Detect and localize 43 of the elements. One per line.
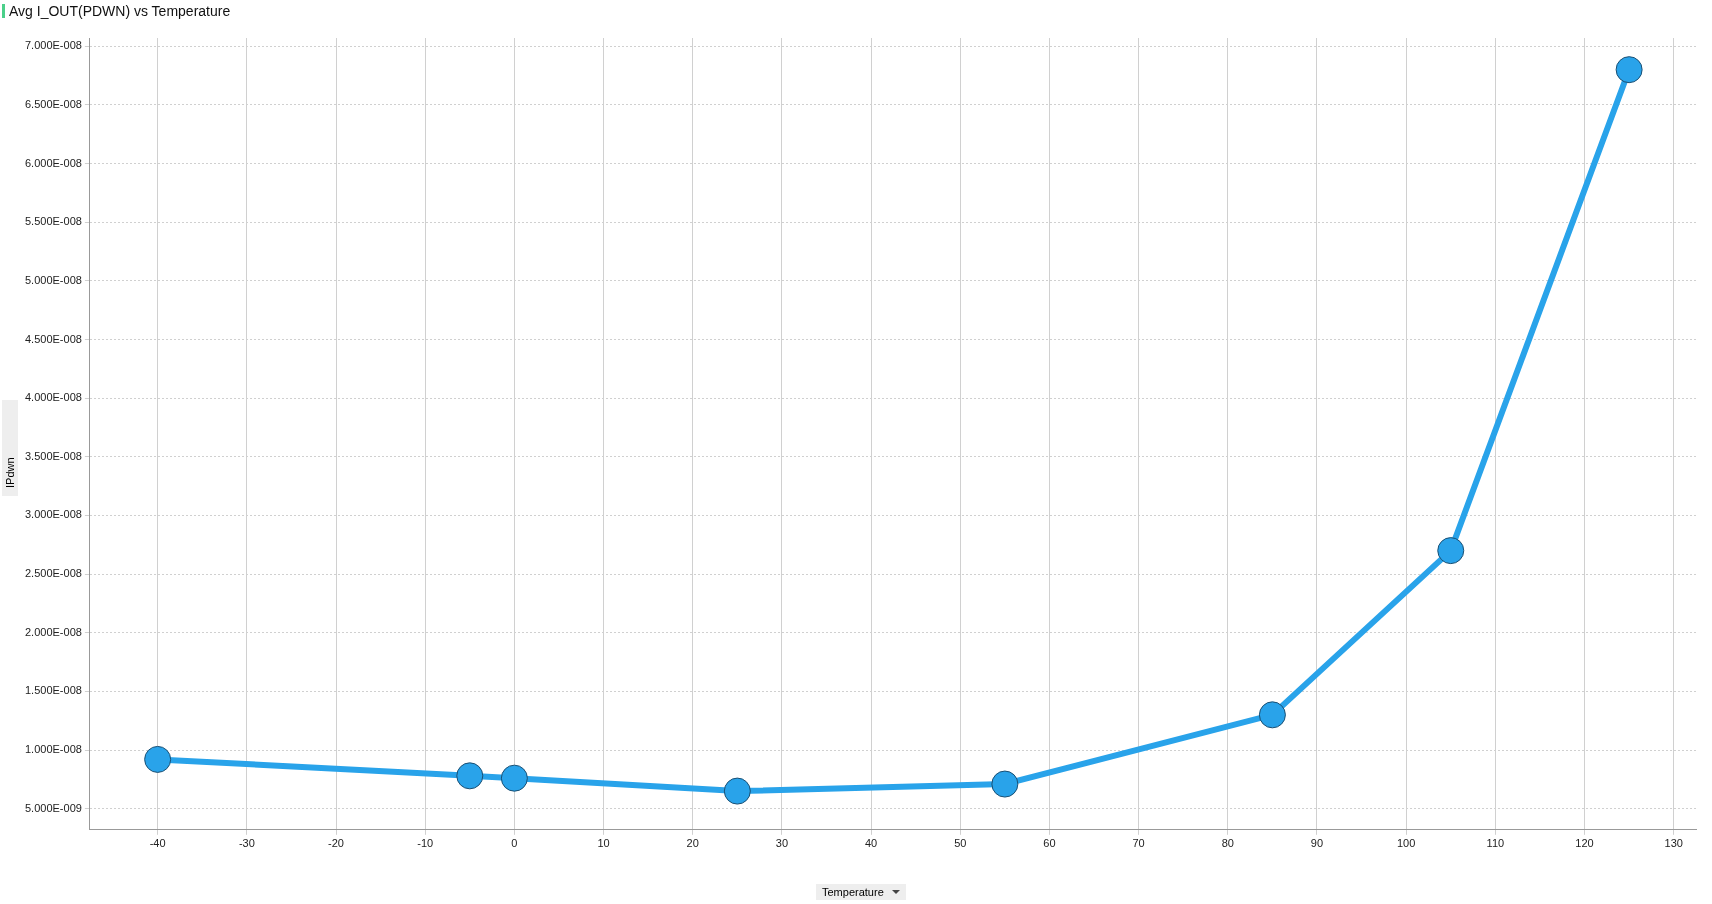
x-tick-label: 100 — [1396, 837, 1416, 850]
point — [991, 770, 1019, 798]
x-tick-label: 120 — [1575, 837, 1594, 850]
y-tick-label: 1.500E-008 — [24, 684, 82, 697]
x-tick-label: 80 — [1221, 837, 1234, 850]
y-tick-label: 5.500E-008 — [24, 215, 82, 228]
x-tick-label: 0 — [511, 837, 518, 850]
point — [500, 764, 528, 792]
x-axis-title: Temperature — [822, 886, 884, 898]
y-tick-label: 3.500E-008 — [24, 449, 82, 462]
x-tick-label: -20 — [328, 837, 344, 850]
chart-title: Avg I_OUT(PDWN) vs Temperature — [9, 3, 231, 19]
point — [1615, 56, 1643, 84]
x-tick-label: 20 — [686, 837, 699, 850]
point — [1437, 537, 1465, 565]
y-axis-title: IPdwn — [4, 457, 16, 488]
x-tick-label: -40 — [149, 837, 166, 850]
point — [456, 762, 484, 790]
x-tick-label: 40 — [864, 837, 878, 850]
y-tick-label: 1.000E-008 — [24, 743, 82, 756]
y-tick-label: 2.500E-008 — [24, 567, 82, 580]
x-tick-label: 90 — [1310, 837, 1324, 850]
y-tick-label: 4.500E-008 — [24, 332, 82, 345]
point — [1258, 701, 1286, 729]
x-tick-label: -10 — [417, 837, 434, 850]
x-tick-label: 30 — [775, 837, 789, 850]
x-tick-label: 130 — [1664, 837, 1683, 850]
y-tick-label: 3.000E-008 — [24, 508, 82, 521]
x-tick-label: 10 — [597, 837, 610, 850]
x-tick-label: 50 — [954, 837, 967, 850]
point — [144, 745, 172, 773]
x-tick-label: 60 — [1043, 837, 1056, 850]
x-tick-label: 70 — [1132, 837, 1145, 850]
y-tick-label: 2.000E-008 — [24, 625, 82, 638]
x-tick-label: 110 — [1486, 837, 1505, 850]
y-tick-label: 5.000E-009 — [24, 801, 82, 814]
y-tick-label: 4.000E-008 — [24, 391, 82, 404]
y-tick-label: 5.000E-008 — [24, 273, 82, 286]
x-tick-label: -30 — [238, 837, 255, 850]
y-tick-label: 6.000E-008 — [24, 156, 82, 169]
y-tick-label: 6.500E-008 — [24, 97, 82, 110]
point — [723, 777, 751, 805]
y-tick-label: 7.000E-008 — [24, 39, 82, 52]
